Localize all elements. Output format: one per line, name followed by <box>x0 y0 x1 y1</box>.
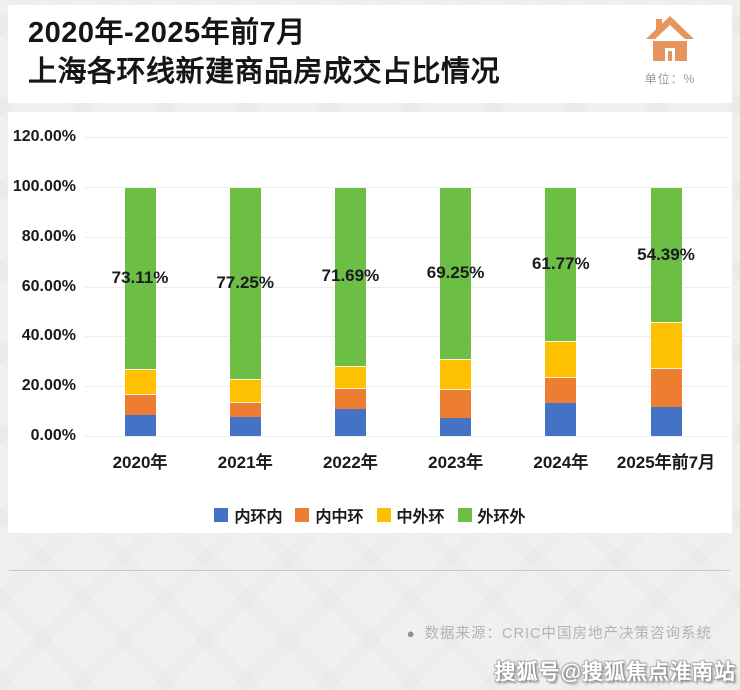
bar-segment-中外环 <box>124 369 156 394</box>
gridline <box>85 286 730 288</box>
bar-segment-中外环 <box>334 365 366 389</box>
bar-segment-内中环 <box>650 367 682 408</box>
data-label: 61.77% <box>531 253 590 273</box>
gridline <box>85 336 730 338</box>
data-label: 73.11% <box>111 268 169 288</box>
gridline <box>85 236 730 238</box>
legend-label: 外环外 <box>477 509 526 526</box>
legend-item-中外环: 中外环 <box>376 503 445 527</box>
header-right: 单位：% <box>640 15 700 87</box>
bar-segment-中外环 <box>545 340 577 377</box>
bar-segment-内环内 <box>124 415 156 436</box>
source-line: ● 数据来源：CRIC中国房地产决策咨询系统 <box>407 622 712 643</box>
legend-item-内环内: 内环内 <box>214 503 282 527</box>
house-icon <box>646 16 694 61</box>
legend-item-外环外: 外环外 <box>457 503 526 527</box>
y-axis-tick: 20.00% <box>21 377 76 395</box>
bar-segment-外环外 <box>545 187 577 341</box>
bar-segment-内中环 <box>124 393 156 416</box>
chart-card: 内环内 内中环 中外环 外环外 0.00% 20.00% 40.00% 60.00% 80.0… <box>8 112 732 533</box>
source-text: 数据来源：CRIC中国房地产决策咨询系统 <box>424 626 712 642</box>
legend-swatch-icon <box>376 508 391 522</box>
unit-label: 单位：% <box>644 72 696 86</box>
bar-segment-外环外 <box>229 187 261 380</box>
x-axis-label: 2021年 <box>217 453 273 472</box>
watermark: 搜狐号@搜狐焦点淮南站 <box>494 661 736 684</box>
bar-segment-内中环 <box>334 388 366 409</box>
bar-segment-内环内 <box>229 416 261 436</box>
gridline <box>85 187 730 188</box>
y-axis-tick: 120.00% <box>12 128 76 146</box>
bar-segment-中外环 <box>440 359 472 389</box>
x-axis-label: 2025年前7月 <box>616 453 716 472</box>
bar-2022年 <box>334 187 366 436</box>
bar-2020年 <box>124 187 156 436</box>
page-title-line2: 上海各环线新建商品房成交占比情况 <box>28 56 501 88</box>
legend-swatch-icon <box>295 508 310 522</box>
x-axis-label: 2022年 <box>322 453 378 472</box>
bar-segment-外环外 <box>124 187 156 370</box>
header-card: 2020年-2025年前7月 上海各环线新建商品房成交占比情况 单位：% <box>8 5 732 103</box>
data-label: 77.25% <box>216 273 275 293</box>
bar-segment-中外环 <box>650 322 682 368</box>
data-label: 71.69% <box>321 266 380 286</box>
bar-segment-中外环 <box>229 379 261 402</box>
y-axis-tick: 40.00% <box>21 327 76 345</box>
x-axis-label: 2020年 <box>112 453 168 472</box>
bar-2024年 <box>545 187 577 436</box>
y-axis-tick: 60.00% <box>21 277 76 295</box>
bar-segment-外环外 <box>650 187 682 323</box>
bar-segment-内环内 <box>440 418 472 436</box>
gridline <box>85 386 730 388</box>
bar-segment-内中环 <box>545 377 577 404</box>
bar-2021年 <box>229 187 261 436</box>
bar-2025年前7月 <box>650 187 682 436</box>
y-axis-tick: 100.00% <box>12 178 76 195</box>
legend-label: 内中环 <box>315 509 364 526</box>
bar-segment-内环内 <box>545 403 577 436</box>
legend-swatch-icon <box>214 508 229 522</box>
x-axis-label: 2024年 <box>533 453 589 472</box>
legend-label: 内环内 <box>234 509 283 526</box>
legend-item-内中环: 内中环 <box>295 503 364 527</box>
gridline <box>85 436 730 437</box>
bar-segment-内中环 <box>229 401 261 417</box>
bar-segment-内环内 <box>334 408 366 436</box>
x-axis-label: 2023年 <box>428 453 483 472</box>
bar-segment-内中环 <box>440 388 472 419</box>
data-label: 54.39% <box>637 244 695 264</box>
y-axis-tick: 0.00% <box>30 427 76 444</box>
y-axis-tick: 80.00% <box>21 227 76 245</box>
bar-2023年 <box>440 187 472 436</box>
bar-segment-外环外 <box>440 187 472 360</box>
data-label: 69.25% <box>426 263 485 283</box>
page-title-line1: 2020年-2025年前7月 <box>28 17 306 49</box>
bar-segment-内环内 <box>650 407 682 436</box>
footer-divider <box>9 570 730 571</box>
source-bullet-icon: ● <box>406 626 416 641</box>
legend: 内环内 内中环 中外环 外环外 <box>8 503 732 527</box>
gridline <box>85 137 730 139</box>
legend-swatch-icon <box>457 508 472 522</box>
bar-segment-外环外 <box>334 187 366 366</box>
legend-label: 中外环 <box>396 509 445 526</box>
page-title: 2020年-2025年前7月 上海各环线新建商品房成交占比情况 <box>28 14 500 92</box>
